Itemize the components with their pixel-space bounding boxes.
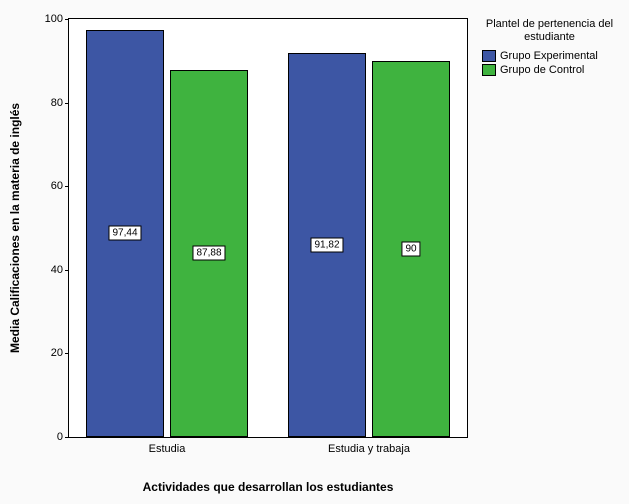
legend-swatch (482, 64, 496, 76)
legend-swatch (482, 50, 496, 62)
y-axis-title: Media Calificaciones en la materia de in… (8, 103, 22, 353)
chart-container: Media Calificaciones en la materia de in… (0, 0, 629, 504)
y-tick-mark (65, 103, 69, 104)
bar-value-label: 90 (401, 241, 420, 256)
legend-title: Plantel de pertenencia del estudiante (482, 18, 617, 44)
legend-label: Grupo Experimental (500, 50, 598, 62)
y-tick-mark (65, 353, 69, 354)
x-category-label: Estudia y trabaja (328, 437, 410, 455)
bar-value-label: 91,82 (310, 238, 343, 253)
x-category-label: Estudia (149, 437, 186, 455)
y-tick-mark (65, 437, 69, 438)
plot-area: 020406080100Estudia97,4487,88Estudia y t… (68, 18, 468, 438)
y-tick-mark (65, 19, 69, 20)
legend-item: Grupo Experimental (482, 50, 617, 62)
y-tick-mark (65, 270, 69, 271)
bar-value-label: 97,44 (108, 226, 141, 241)
legend: Plantel de pertenencia del estudiante Gr… (482, 18, 617, 78)
y-tick-mark (65, 186, 69, 187)
bar-value-label: 87,88 (192, 246, 225, 261)
legend-item: Grupo de Control (482, 64, 617, 76)
x-axis-title: Actividades que desarrollan los estudian… (68, 480, 468, 494)
legend-label: Grupo de Control (500, 64, 584, 76)
